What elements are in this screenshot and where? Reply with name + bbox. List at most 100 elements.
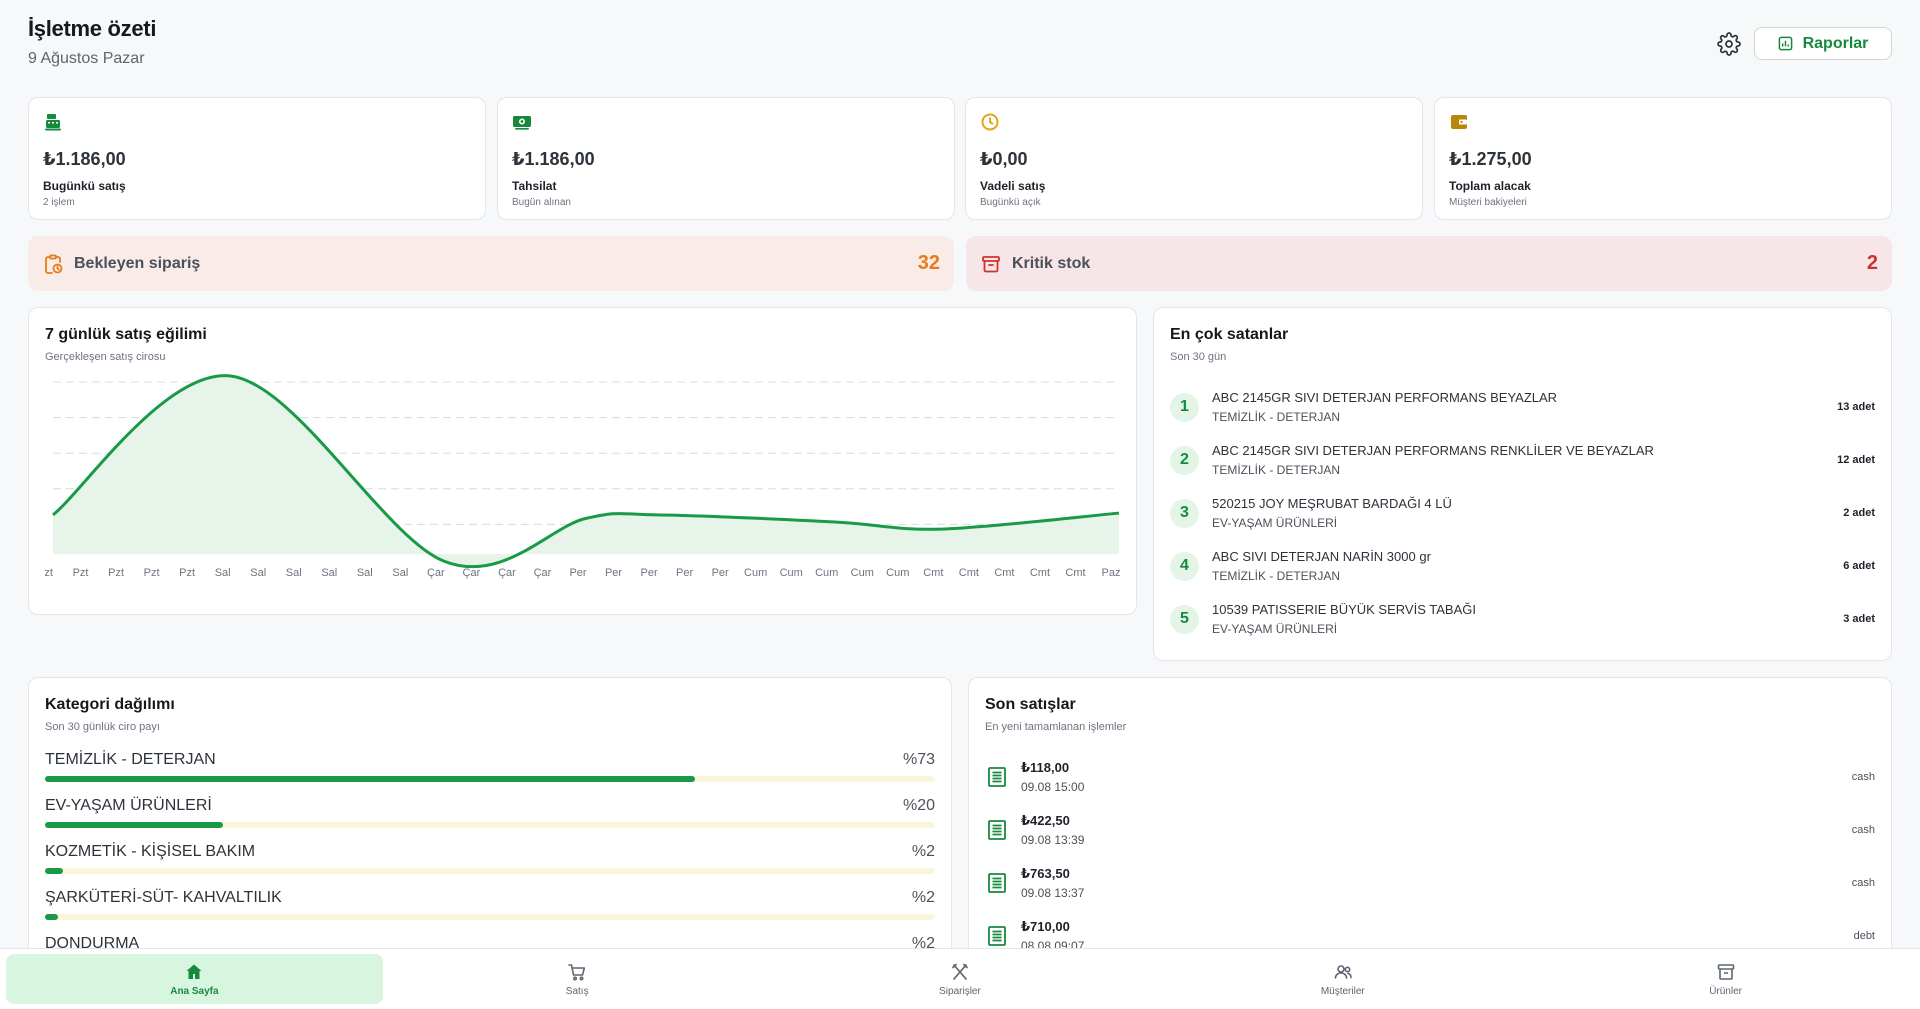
list-item[interactable]: 1 ABC 2145GR SIVI DETERJAN PERFORMANS BE… bbox=[1170, 387, 1875, 427]
nav-label: Müşteriler bbox=[1320, 985, 1365, 997]
rank-badge: 5 bbox=[1170, 604, 1199, 634]
stat-value: ₺0,00 bbox=[980, 149, 1028, 169]
stat-card-today-sales[interactable]: ₺1.186,00 Bugünkü satış 2 işlem bbox=[28, 97, 486, 220]
category-bar bbox=[45, 914, 935, 920]
receipt-icon bbox=[988, 873, 1006, 893]
x-tick-label: Sal bbox=[392, 567, 408, 579]
x-tick-label: Cum bbox=[851, 567, 874, 579]
section-subtitle: Gerçekleşen satış cirosu bbox=[45, 351, 166, 363]
category-name: KOZMETİK - KİŞİSEL BAKIM bbox=[45, 843, 256, 860]
category-name: DONDURMA bbox=[45, 935, 140, 952]
product-category: TEMİZLİK - DETERJAN bbox=[1212, 463, 1341, 477]
payment-type: debt bbox=[1853, 930, 1875, 942]
cart-icon bbox=[568, 963, 586, 981]
sale-row[interactable]: ₺422,50 09.08 13:39 cash bbox=[985, 810, 1875, 850]
stat-card-collection[interactable]: ₺1.186,00 Tahsilat Bugün alınan bbox=[497, 97, 955, 220]
critical-stock-label: Kritik stok bbox=[1012, 254, 1091, 272]
category-row: KOZMETİK - KİŞİSEL BAKIM %2 bbox=[45, 843, 935, 874]
list-item[interactable]: 3 520215 JOY MEŞRUBAT BARDAĞI 4 LÜ EV-YAŞ… bbox=[1170, 493, 1875, 533]
sale-amount: ₺763,50 bbox=[1021, 866, 1070, 881]
sales-trend-card: 7 günlük satış eğilimi Gerçekleşen satış… bbox=[28, 307, 1137, 615]
stat-sub: 2 işlem bbox=[43, 197, 75, 208]
x-tick-label: Pzt bbox=[144, 567, 160, 579]
trend-area bbox=[53, 375, 1119, 567]
nav-item-home[interactable]: Ana Sayfa bbox=[6, 954, 383, 1004]
x-tick-label: Pzt bbox=[73, 567, 89, 579]
section-title: Son satışlar bbox=[985, 696, 1076, 713]
product-qty: 2 adet bbox=[1843, 507, 1875, 519]
stat-value: ₺1.186,00 bbox=[512, 149, 595, 169]
nav-label: Ürünler bbox=[1709, 985, 1742, 997]
category-row: EV-YAŞAM ÜRÜNLERİ %20 bbox=[45, 797, 935, 828]
x-tick-label: Çar bbox=[498, 567, 516, 579]
category-bar bbox=[45, 822, 935, 828]
product-category: TEMİZLİK - DETERJAN bbox=[1212, 410, 1341, 424]
x-tick-label: Çar bbox=[463, 567, 481, 579]
cash-register-icon bbox=[45, 114, 61, 131]
critical-stock-banner[interactable]: Kritik stok 2 bbox=[966, 236, 1892, 291]
sale-row[interactable]: ₺118,00 09.08 15:00 cash bbox=[985, 757, 1875, 797]
category-bar-fill bbox=[45, 822, 223, 828]
stat-label: Bugünkü satış bbox=[43, 179, 126, 193]
x-tick-label: Pzt bbox=[45, 567, 53, 579]
category-bar-fill bbox=[45, 776, 695, 782]
category-bar bbox=[45, 776, 935, 782]
receipt-icon bbox=[988, 926, 1006, 946]
product-qty: 3 adet bbox=[1843, 613, 1875, 625]
x-tick-label: Sal bbox=[215, 567, 231, 579]
sale-row[interactable]: ₺763,50 09.08 13:37 cash bbox=[985, 863, 1875, 903]
nav-item-orders[interactable]: Siparişler bbox=[772, 954, 1149, 1004]
home-icon bbox=[186, 964, 202, 979]
x-tick-label: Sal bbox=[357, 567, 373, 579]
product-category: TEMİZLİK - DETERJAN bbox=[1212, 569, 1341, 583]
category-name: TEMİZLİK - DETERJAN bbox=[45, 751, 216, 768]
nav-item-sales[interactable]: Satış bbox=[389, 954, 766, 1004]
product-qty: 6 adet bbox=[1843, 560, 1875, 572]
nav-label: Ana Sayfa bbox=[170, 985, 219, 997]
sale-amount: ₺118,00 bbox=[1021, 760, 1070, 775]
sale-time: 09.08 13:39 bbox=[1021, 833, 1085, 847]
product-qty: 12 adet bbox=[1837, 454, 1875, 466]
reports-button[interactable]: Raporlar bbox=[1754, 27, 1892, 60]
category-name: ŞARKÜTERİ-SÜT- KAHVALTILIK bbox=[45, 889, 282, 906]
receipt-icon bbox=[988, 767, 1006, 787]
gear-icon[interactable] bbox=[1717, 32, 1741, 56]
chart-icon bbox=[1778, 36, 1792, 51]
list-item[interactable]: 5 10539 PATISSERIE BÜYÜK SERVİS TABAĞI EV… bbox=[1170, 599, 1875, 639]
category-bar bbox=[45, 868, 935, 874]
category-percent: %2 bbox=[911, 889, 935, 906]
product-name: ABC 2145GR SIVI DETERJAN PERFORMANS BEYA… bbox=[1212, 390, 1558, 405]
x-tick-label: Per bbox=[569, 567, 586, 579]
trend-line bbox=[52, 374, 1120, 569]
product-name: ABC 2145GR SIVI DETERJAN PERFORMANS RENK… bbox=[1212, 443, 1654, 458]
bottom-navigation: Ana Sayfa Satış Siparişler Müşteriler Ür… bbox=[0, 948, 1920, 1009]
page-header: İşletme özeti 9 Ağustos Pazar bbox=[28, 16, 156, 68]
section-title: Kategori dağılımı bbox=[45, 696, 175, 713]
rank-badge: 2 bbox=[1170, 445, 1199, 475]
category-bar-fill bbox=[45, 868, 63, 874]
list-item[interactable]: 2 ABC 2145GR SIVI DETERJAN PERFORMANS RE… bbox=[1170, 440, 1875, 480]
pending-orders-banner[interactable]: Bekleyen sipariş 32 bbox=[28, 236, 954, 291]
sale-time: 09.08 13:37 bbox=[1021, 886, 1085, 900]
payment-type: cash bbox=[1851, 824, 1875, 836]
list-item[interactable]: 4 ABC SIVI DETERJAN NARİN 3000 gr TEMİZLİ… bbox=[1170, 546, 1875, 586]
rank-badge: 4 bbox=[1170, 551, 1199, 581]
x-tick-label: Cmt bbox=[959, 567, 979, 579]
x-tick-label: Per bbox=[641, 567, 658, 579]
archive-icon bbox=[982, 255, 1000, 272]
category-row: ŞARKÜTERİ-SÜT- KAHVALTILIK %2 bbox=[45, 889, 935, 920]
stat-label: Tahsilat bbox=[512, 179, 557, 193]
stat-card-credit-sales[interactable]: ₺0,00 Vadeli satış Bugünkü açık bbox=[965, 97, 1423, 220]
x-tick-label: Sal bbox=[321, 567, 337, 579]
pending-orders-label: Bekleyen sipariş bbox=[74, 254, 201, 272]
sales-trend-chart: Pzt Pzt Pzt Pzt Pzt Sal Sal Sal Sal Sal Sal Çar Çar Ç… bbox=[45, 374, 1120, 579]
wallet-icon bbox=[1451, 115, 1467, 129]
money-icon bbox=[513, 116, 531, 130]
nav-item-products[interactable]: Ürünler bbox=[1537, 954, 1914, 1004]
stat-sub: Bugünkü açık bbox=[980, 197, 1041, 208]
nav-item-customers[interactable]: Müşteriler bbox=[1154, 954, 1531, 1004]
section-subtitle: Son 30 gün bbox=[1170, 351, 1227, 363]
stat-card-receivables[interactable]: ₺1.275,00 Toplam alacak Müşteri bakiyele… bbox=[1434, 97, 1892, 220]
payment-type: cash bbox=[1851, 877, 1875, 889]
product-qty: 13 adet bbox=[1837, 401, 1875, 413]
